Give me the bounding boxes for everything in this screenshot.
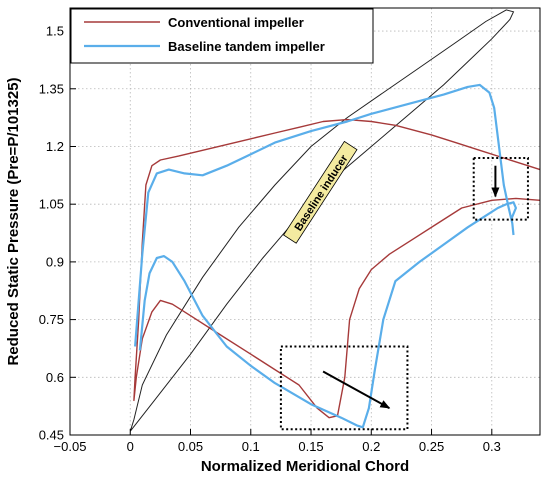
- legend: Conventional impeller Baseline tandem im…: [70, 8, 374, 64]
- blade-outline: [129, 9, 515, 432]
- series-line-0-segment-0: [133, 118, 541, 419]
- annotation-label-bg: [283, 140, 358, 244]
- y-tick-label: 1.05: [39, 197, 64, 212]
- y-tick-label: 0.45: [39, 428, 64, 443]
- highlight-box: [472, 157, 529, 221]
- y-tick-label: 0.6: [46, 370, 64, 385]
- blade-outline-layer: [129, 9, 515, 432]
- legend-box: [70, 8, 374, 64]
- x-tick-label: 0: [127, 439, 134, 454]
- tick-layer: −0.05 0 0.05 0.1 0.15 0.2 0.25 0.3 0.45 0.6 0.75 0.…: [39, 24, 501, 454]
- y-tick-label: 1.5: [46, 24, 64, 39]
- x-tick-label: 0.05: [178, 439, 203, 454]
- plot-frame: [69, 7, 541, 436]
- highlight-box: [279, 345, 409, 431]
- x-tick-label: −0.05: [54, 439, 87, 454]
- x-tick-label: 0.1: [242, 439, 260, 454]
- series-layer: [133, 83, 541, 429]
- series-line-1-segment-1: [138, 201, 517, 429]
- baseline-inducer-label: Baseline inducer: [283, 140, 358, 244]
- series-line-1-segment-0: [134, 83, 515, 347]
- y-tick-label: 1.35: [39, 81, 64, 96]
- x-tick-label: 0.15: [298, 439, 323, 454]
- annotation-arrow: [322, 370, 391, 409]
- y-tick-label: 0.75: [39, 312, 64, 327]
- y-tick-label: 0.9: [46, 254, 64, 269]
- legend-label-tandem: Baseline tandem impeller: [168, 39, 325, 54]
- x-tick-label: 0.2: [362, 439, 380, 454]
- x-tick-label: 0.3: [483, 439, 501, 454]
- legend-label-conventional: Conventional impeller: [168, 15, 304, 30]
- x-axis-label: Normalized Meridional Chord: [201, 458, 409, 475]
- y-axis-label: Reduced Static Pressure (Pre=P/101325): [5, 77, 22, 365]
- annotation-layer: Baseline inducer: [279, 140, 529, 431]
- y-tick-label: 1.2: [46, 139, 64, 154]
- x-tick-label: 0.25: [419, 439, 444, 454]
- annotation-label-text: Baseline inducer: [293, 152, 351, 233]
